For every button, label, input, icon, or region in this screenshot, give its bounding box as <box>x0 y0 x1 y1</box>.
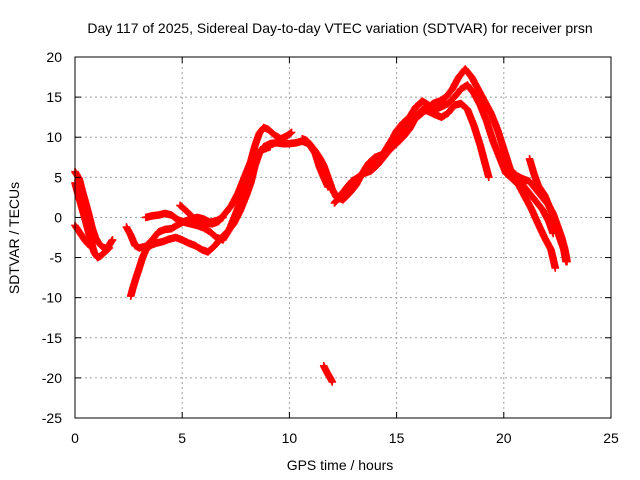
plus-marker-trace <box>334 99 493 202</box>
series-track-j <box>334 99 493 202</box>
y-axis-label: SDTVAR / TECUs <box>6 182 22 294</box>
axis-ticks: 0 5 10 15 20 25 -25 -20 -15 -10 -5 0 5 10 15 20 <box>42 49 619 446</box>
x-tick-label: 25 <box>603 430 619 446</box>
x-tick-label: 5 <box>178 430 186 446</box>
plot-frame <box>74 56 612 419</box>
series-track-l <box>525 155 571 266</box>
y-tick-label: -20 <box>42 370 62 386</box>
y-tick-label: -10 <box>42 290 62 306</box>
x-tick-label: 0 <box>71 430 79 446</box>
y-tick-label: 0 <box>54 209 62 225</box>
y-tick-label: -5 <box>50 250 63 266</box>
series-track-k <box>506 169 557 238</box>
y-tick-label: 10 <box>46 129 62 145</box>
plus-marker-trace <box>506 169 557 238</box>
y-tick-label: 15 <box>46 89 62 105</box>
series-track-m <box>319 362 337 386</box>
chart-title: Day 117 of 2025, Sidereal Day-to-day VTE… <box>87 20 592 36</box>
x-tick-label: 15 <box>389 430 405 446</box>
series-track-g <box>176 143 274 228</box>
y-tick-label: -25 <box>42 410 62 426</box>
x-axis-label: GPS time / hours <box>287 457 394 473</box>
x-tick-label: 20 <box>496 430 512 446</box>
x-tick-label: 10 <box>282 430 298 446</box>
data-marks <box>71 65 571 386</box>
plus-marker-trace <box>525 155 571 266</box>
y-tick-label: 5 <box>54 169 62 185</box>
plus-marker-trace <box>319 362 337 386</box>
y-tick-label: -15 <box>42 330 62 346</box>
plus-marker-trace <box>176 143 274 228</box>
y-tick-label: 20 <box>46 49 62 65</box>
